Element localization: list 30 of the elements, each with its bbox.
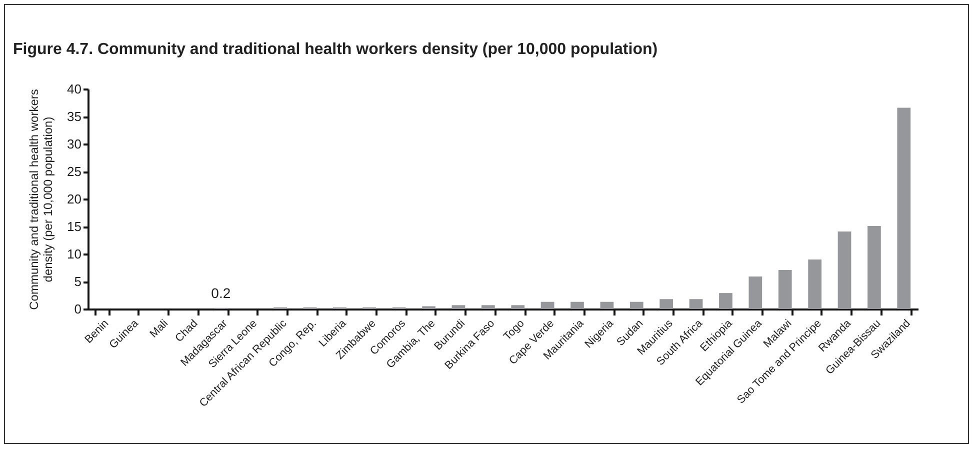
y-tick-label: 5 <box>74 274 82 289</box>
y-axis-title: Community and traditional health workers density (per 10,000 population) <box>27 89 56 310</box>
y-tick-label: 20 <box>67 192 82 206</box>
y-tick-label: 15 <box>67 219 82 234</box>
bar <box>719 293 732 309</box>
bar <box>778 270 792 309</box>
bar <box>540 302 554 309</box>
bar <box>452 305 466 309</box>
bar <box>868 226 881 309</box>
bar <box>660 299 674 309</box>
bar <box>422 306 436 309</box>
bar <box>481 305 495 309</box>
y-tick-label: 0 <box>74 302 82 316</box>
bar <box>838 231 852 309</box>
y-tick-label: 25 <box>67 164 82 179</box>
bar <box>630 302 644 309</box>
y-tick-label: 40 <box>67 82 82 96</box>
bar <box>689 299 703 309</box>
data-label: 0.2 <box>211 284 231 301</box>
y-tick-label: 10 <box>67 246 82 262</box>
chart-title: Figure 4.7. Community and traditional health workers density (per 10,000 population) <box>13 41 658 58</box>
y-tick-label: 35 <box>67 109 82 124</box>
bar <box>748 276 762 309</box>
bar <box>808 260 822 309</box>
bar <box>570 302 584 309</box>
bar <box>897 108 911 309</box>
x-tick-label: Togo <box>501 318 527 343</box>
bar <box>600 302 614 309</box>
bar <box>511 305 525 309</box>
y-tick-label: 30 <box>67 136 82 152</box>
